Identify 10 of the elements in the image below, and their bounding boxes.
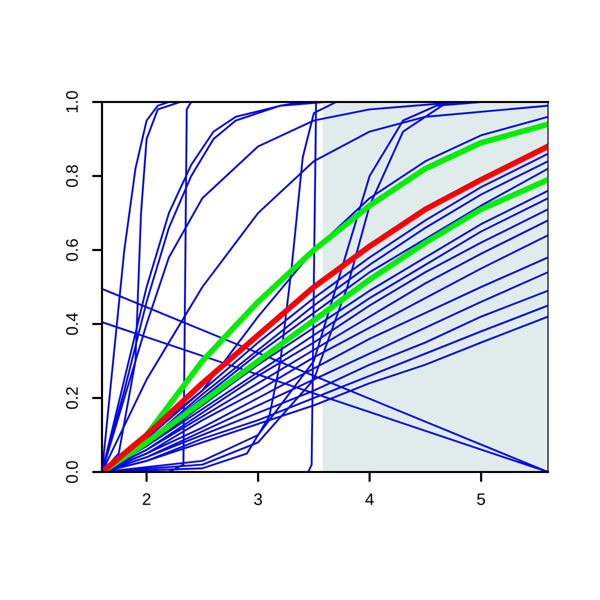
- x-tick-label: 2: [142, 493, 150, 505]
- y-tick-label: 0.2: [66, 387, 78, 409]
- y-tick-label: 0.0: [66, 461, 78, 483]
- y-tick-label: 0.8: [66, 165, 78, 187]
- x-tick-label: 3: [254, 493, 262, 506]
- y-tick-label: 0.6: [66, 239, 78, 261]
- x-tick-label: 4: [365, 493, 374, 505]
- y-tick-label: 0.4: [66, 312, 78, 335]
- y-tick-label: 1.0: [66, 91, 78, 112]
- x-tick-label: 5: [477, 493, 486, 506]
